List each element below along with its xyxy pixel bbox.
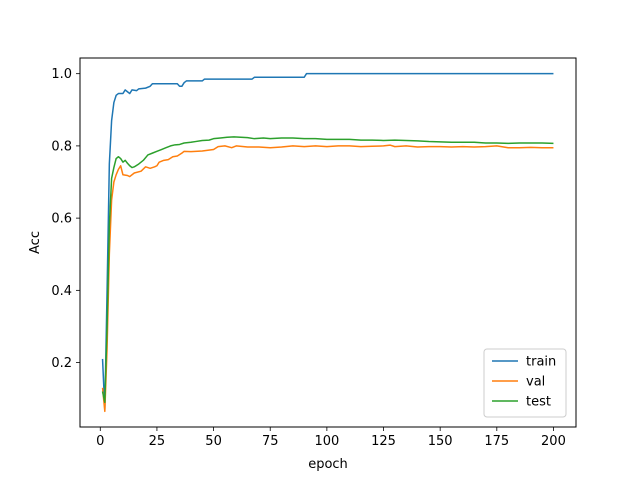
x-tick-label: 0 xyxy=(96,434,104,449)
series-layer xyxy=(101,72,554,413)
legend-label-train: train xyxy=(526,355,556,370)
series-line-val xyxy=(101,144,554,413)
x-tick-label: 200 xyxy=(541,434,566,449)
legend: train val test xyxy=(483,348,567,418)
ticks-layer: 0 25 50 75 100 125 150 175 200 0.2 0.4 0.6 0.8 1.0 xyxy=(51,67,566,449)
x-tick-label: 25 xyxy=(149,434,166,449)
x-tick-label: 150 xyxy=(428,434,453,449)
y-tick-label: 0.2 xyxy=(51,356,72,371)
y-tick-label: 0.6 xyxy=(51,212,72,227)
y-axis-label: Acc xyxy=(28,231,43,254)
x-tick-label: 50 xyxy=(205,434,222,449)
y-tick-label: 0.8 xyxy=(51,139,72,154)
series-line-train xyxy=(101,72,554,411)
x-tick-label: 100 xyxy=(314,434,339,449)
x-axis-label: epoch xyxy=(308,457,348,472)
y-tick-label: 1.0 xyxy=(51,67,72,82)
x-tick-label: 75 xyxy=(262,434,279,449)
series-line-test xyxy=(101,136,554,404)
plot-frame xyxy=(79,57,577,428)
legend-label-test: test xyxy=(526,395,551,410)
x-tick-label: 175 xyxy=(484,434,509,449)
x-tick-label: 125 xyxy=(371,434,396,449)
y-tick-label: 0.4 xyxy=(51,284,72,299)
legend-label-val: val xyxy=(526,375,545,390)
legend-box xyxy=(483,348,567,418)
